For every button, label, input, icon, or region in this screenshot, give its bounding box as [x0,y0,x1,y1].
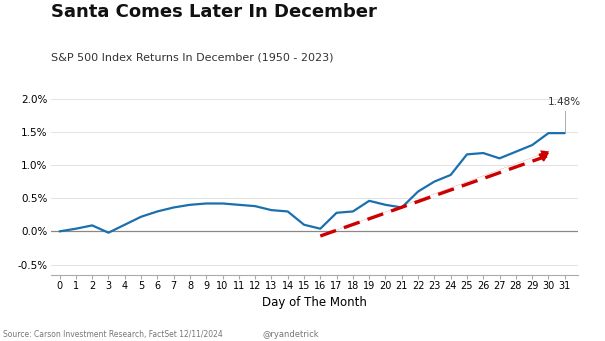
Text: S&P 500 Index Returns In December (1950 - 2023): S&P 500 Index Returns In December (1950 … [51,53,334,63]
Text: Santa Comes Later In December: Santa Comes Later In December [51,3,378,21]
Text: 1.48%: 1.48% [548,97,581,107]
Text: @ryandetrick: @ryandetrick [262,330,319,339]
Text: Source: Carson Investment Research, FactSet 12/11/2024: Source: Carson Investment Research, Fact… [3,330,223,339]
X-axis label: Day of The Month: Day of The Month [262,296,367,309]
